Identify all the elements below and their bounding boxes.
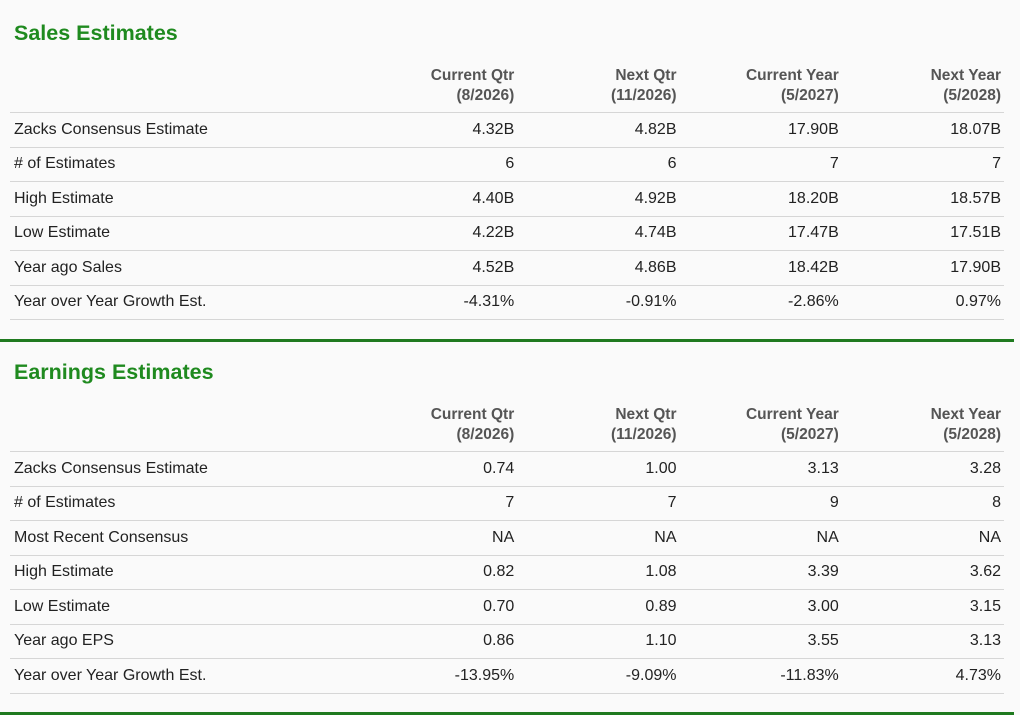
- table-cell: 7: [841, 147, 1004, 182]
- earnings-estimates-table: Current Qtr (8/2026) Next Qtr (11/2026) Cu…: [10, 401, 1004, 694]
- sales-estimates-table: Current Qtr (8/2026) Next Qtr (11/2026) Cu…: [10, 62, 1004, 320]
- column-header-current-qtr: Current Qtr (8/2026): [355, 401, 518, 452]
- row-label: Year over Year Growth Est.: [10, 285, 355, 320]
- column-header-current-year: Current Year (5/2027): [679, 401, 842, 452]
- table-cell: 9: [679, 486, 842, 521]
- table-cell: 4.32B: [355, 112, 518, 148]
- row-label: Year ago EPS: [10, 624, 355, 659]
- table-cell: 4.22B: [355, 216, 518, 251]
- table-cell: -2.86%: [679, 285, 842, 320]
- table-cell: 3.13: [841, 624, 1004, 659]
- table-cell: NA: [841, 520, 1004, 556]
- section-divider: [0, 712, 1014, 715]
- table-cell: 3.55: [679, 624, 842, 659]
- table-cell: 17.90B: [841, 250, 1004, 286]
- table-cell: 7: [679, 147, 842, 182]
- table-cell: 1.08: [517, 555, 680, 590]
- table-cell: 0.70: [355, 589, 518, 625]
- row-label: # of Estimates: [10, 147, 355, 182]
- table-cell: NA: [355, 520, 518, 556]
- column-header-current-qtr: Current Qtr (8/2026): [355, 62, 518, 113]
- column-header-next-qtr: Next Qtr (11/2026): [517, 401, 680, 452]
- table-row: Year ago Sales 4.52B 4.86B 18.42B 17.90B: [10, 250, 1004, 286]
- earnings-estimates-title: Earnings Estimates: [14, 360, 214, 384]
- row-label: # of Estimates: [10, 486, 355, 521]
- table-cell: 18.42B: [679, 250, 842, 286]
- table-header-row: Current Qtr (8/2026) Next Qtr (11/2026) Cu…: [10, 62, 1004, 113]
- table-cell: 4.86B: [517, 250, 680, 286]
- table-row: High Estimate 4.40B 4.92B 18.20B 18.57B: [10, 181, 1004, 217]
- table-cell: -13.95%: [355, 658, 518, 694]
- table-cell: 17.47B: [679, 216, 842, 251]
- table-cell: 1.00: [517, 451, 680, 487]
- table-cell: 3.13: [679, 451, 842, 487]
- table-row: Year ago EPS 0.86 1.10 3.55 3.13: [10, 624, 1004, 659]
- table-cell: 17.51B: [841, 216, 1004, 251]
- table-cell: 7: [355, 486, 518, 521]
- table-cell: 0.86: [355, 624, 518, 659]
- table-cell: 17.90B: [679, 112, 842, 148]
- table-cell: -4.31%: [355, 285, 518, 320]
- table-row: Year over Year Growth Est. -4.31% -0.91% -2…: [10, 285, 1004, 320]
- column-header-next-qtr: Next Qtr (11/2026): [517, 62, 680, 113]
- row-label: Low Estimate: [10, 589, 355, 625]
- table-cell: 4.52B: [355, 250, 518, 286]
- header-blank: [10, 62, 355, 113]
- table-row: Year over Year Growth Est. -13.95% -9.09% -…: [10, 658, 1004, 694]
- table-row: Low Estimate 4.22B 4.74B 17.47B 17.51B: [10, 216, 1004, 251]
- section-divider: [0, 339, 1014, 342]
- table-row: High Estimate 0.82 1.08 3.39 3.62: [10, 555, 1004, 590]
- table-cell: 6: [355, 147, 518, 182]
- table-cell: 4.40B: [355, 181, 518, 217]
- table-cell: 18.07B: [841, 112, 1004, 148]
- table-cell: 3.28: [841, 451, 1004, 487]
- table-cell: 1.10: [517, 624, 680, 659]
- table-cell: 3.15: [841, 589, 1004, 625]
- column-header-next-year: Next Year (5/2028): [841, 401, 1004, 452]
- table-cell: NA: [679, 520, 842, 556]
- row-label: High Estimate: [10, 181, 355, 217]
- table-row: # of Estimates 7 7 9 8: [10, 486, 1004, 521]
- table-cell: 18.20B: [679, 181, 842, 217]
- table-cell: 6: [517, 147, 680, 182]
- table-cell: 0.74: [355, 451, 518, 487]
- table-cell: -9.09%: [517, 658, 680, 694]
- table-row: Zacks Consensus Estimate 4.32B 4.82B 17.90B…: [10, 112, 1004, 148]
- header-blank: [10, 401, 355, 452]
- table-row: Low Estimate 0.70 0.89 3.00 3.15: [10, 589, 1004, 625]
- row-label: Year ago Sales: [10, 250, 355, 286]
- row-label: Most Recent Consensus: [10, 520, 355, 556]
- table-row: # of Estimates 6 6 7 7: [10, 147, 1004, 182]
- sales-estimates-body: Zacks Consensus Estimate 4.32B 4.82B 17.90B…: [10, 112, 1004, 320]
- sales-estimates-title: Sales Estimates: [14, 21, 178, 45]
- row-label: Year over Year Growth Est.: [10, 658, 355, 694]
- earnings-estimates-body: Zacks Consensus Estimate 0.74 1.00 3.13 3.28…: [10, 451, 1004, 694]
- table-cell: 0.82: [355, 555, 518, 590]
- table-cell: -0.91%: [517, 285, 680, 320]
- table-cell: 4.92B: [517, 181, 680, 217]
- table-cell: 0.89: [517, 589, 680, 625]
- table-cell: 0.97%: [841, 285, 1004, 320]
- table-cell: NA: [517, 520, 680, 556]
- table-cell: 3.00: [679, 589, 842, 625]
- table-header-row: Current Qtr (8/2026) Next Qtr (11/2026) Cu…: [10, 401, 1004, 452]
- row-label: Low Estimate: [10, 216, 355, 251]
- table-cell: 4.73%: [841, 658, 1004, 694]
- column-header-next-year: Next Year (5/2028): [841, 62, 1004, 113]
- table-cell: 8: [841, 486, 1004, 521]
- table-cell: 3.39: [679, 555, 842, 590]
- row-label: Zacks Consensus Estimate: [10, 112, 355, 148]
- table-cell: 18.57B: [841, 181, 1004, 217]
- table-row: Zacks Consensus Estimate 0.74 1.00 3.13 3.28: [10, 451, 1004, 487]
- table-cell: 4.82B: [517, 112, 680, 148]
- table-cell: 7: [517, 486, 680, 521]
- table-cell: 4.74B: [517, 216, 680, 251]
- table-row: Most Recent Consensus NA NA NA NA: [10, 520, 1004, 556]
- column-header-current-year: Current Year (5/2027): [679, 62, 842, 113]
- table-cell: -11.83%: [679, 658, 842, 694]
- table-cell: 3.62: [841, 555, 1004, 590]
- row-label: High Estimate: [10, 555, 355, 590]
- row-label: Zacks Consensus Estimate: [10, 451, 355, 487]
